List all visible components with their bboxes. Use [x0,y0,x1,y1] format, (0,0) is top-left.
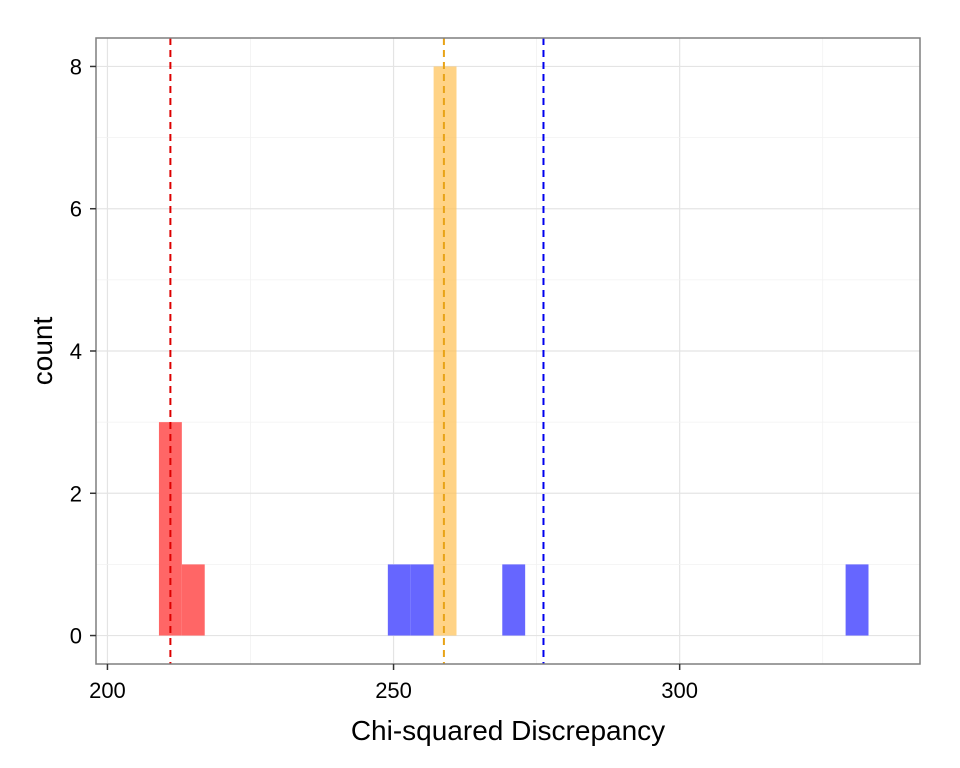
x-tick-label: 300 [661,678,698,703]
histogram-bar-s2-b2 [502,564,526,636]
reference-lines [169,38,545,664]
x-tick-label: 200 [89,678,126,703]
y-tick-label: 2 [70,481,82,506]
axes: 200 250 300 0 2 4 6 8 [70,54,698,703]
histogram-bar-s1-b0 [433,66,457,636]
y-axis-title: count [27,317,58,386]
y-tick-label: 8 [70,54,82,79]
x-axis-title: Chi-squared Discrepancy [351,715,665,746]
histogram-bar-s2-b0 [387,564,411,636]
histogram-bar-s2-b1 [410,564,434,636]
grid-lines [96,38,920,664]
histogram-bar-s0-b0 [158,422,182,636]
histogram-bar-s2-b3 [845,564,869,636]
histogram-bars [158,66,869,636]
histogram-bar-s0-b1 [181,564,205,636]
y-tick-label: 0 [70,624,82,649]
y-tick-label: 4 [70,339,82,364]
x-tick-label: 250 [375,678,412,703]
y-tick-label: 6 [70,197,82,222]
